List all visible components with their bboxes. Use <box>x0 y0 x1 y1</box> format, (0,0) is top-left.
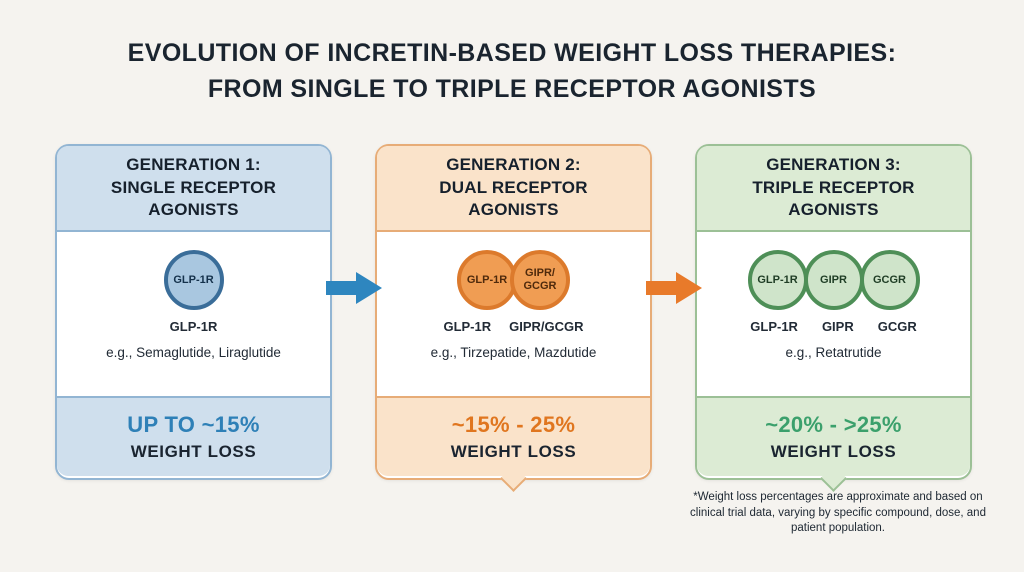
generation-3-footer: ~20% - >25% WEIGHT LOSS <box>697 396 970 476</box>
generation-3-weight-loss-label: WEIGHT LOSS <box>770 442 897 461</box>
generation-2-weight-loss-percentage: ~15% - 25% <box>451 412 576 437</box>
generation-2-footer: ~15% - 25% WEIGHT LOSS <box>377 396 650 476</box>
generation-1-card: GENERATION 1: SINGLE RECEPTOR AGONISTS G… <box>55 144 332 480</box>
generation-1-receptor-circles: GLP-1R <box>163 250 224 310</box>
receptor-circle-glp1r: GLP-1R <box>163 250 224 310</box>
generation-3-weight-loss-percentage: ~20% - >25% <box>765 412 902 437</box>
generation-2-weight-loss-label: WEIGHT LOSS <box>450 442 577 461</box>
generation-3-card: GENERATION 3: TRIPLE RECEPTOR AGONISTS G… <box>695 144 972 492</box>
arrow-right-glyph <box>326 272 382 304</box>
receptor-name-glp1r: GLP-1R <box>750 319 798 334</box>
page-title-line-2: FROM SINGLE TO TRIPLE RECEPTOR AGONISTS <box>207 74 817 103</box>
generation-3-receptor-names: GLP-1R GIPR GCGR <box>750 319 916 334</box>
generation-1-footer: UP TO ~15% WEIGHT LOSS <box>57 396 330 476</box>
receptor-name-glp1r: GLP-1R <box>169 319 218 334</box>
generation-2-receptor-names: GLP-1R GIPR/GCGR <box>443 319 583 334</box>
arrow-right-icon <box>326 270 382 306</box>
generation-1-receptor-names: GLP-1R <box>170 319 218 334</box>
footnote: *Weight loss percentages are approximate… <box>690 491 986 535</box>
generation-2-example-drugs: e.g., Tirzepatide, Mazdutide <box>430 345 597 360</box>
generation-3-body: GLP-1R GIPR GCGR GLP-1R GIPR GCGR e.g., … <box>697 232 970 396</box>
generation-2-card: GENERATION 2: DUAL RECEPTOR AGONISTS GLP… <box>375 144 652 492</box>
receptor-name-glp1r: GLP-1R <box>443 319 492 334</box>
generation-1-body: GLP-1R GLP-1R e.g., Semaglutide, Liraglu… <box>57 232 330 396</box>
generation-2-receptor-circles: GLP-1R GIPR/ GCGR <box>457 250 570 310</box>
generation-3-receptor-circles: GLP-1R GIPR GCGR <box>747 250 920 310</box>
receptor-name-gcgr: GCGR <box>877 319 917 334</box>
receptor-name-gipr: GIPR <box>821 319 854 334</box>
generation-2-body: GLP-1R GIPR/ GCGR GLP-1R GIPR/GCGR e.g.,… <box>377 232 650 396</box>
receptor-circle-gipr: GIPR <box>803 250 864 310</box>
arrow-right-icon <box>646 270 702 306</box>
receptor-name-gipr-gcgr: GIPR/GCGR <box>509 319 584 334</box>
generation-1-weight-loss-percentage: UP TO ~15% <box>127 412 260 437</box>
receptor-circle-gcgr: GCGR <box>859 250 920 310</box>
generation-3-header: GENERATION 3: TRIPLE RECEPTOR AGONISTS <box>697 146 970 232</box>
receptor-circle-glp1r: GLP-1R <box>457 250 517 310</box>
arrow-right-glyph <box>646 272 702 304</box>
page-title-line-1: EVOLUTION OF INCRETIN-BASED WEIGHT LOSS … <box>127 39 897 67</box>
generation-2-header: GENERATION 2: DUAL RECEPTOR AGONISTS <box>377 146 650 232</box>
receptor-circle-gipr-gcgr: GIPR/ GCGR <box>510 250 570 310</box>
generation-1-example-drugs: e.g., Semaglutide, Liraglutide <box>106 345 281 360</box>
generation-3-example-drugs: e.g., Retatrutide <box>785 345 882 360</box>
page-title: EVOLUTION OF INCRETIN-BASED WEIGHT LOSS … <box>0 36 1024 107</box>
generation-1-weight-loss-label: WEIGHT LOSS <box>130 442 257 461</box>
receptor-circle-glp1r: GLP-1R <box>747 250 808 310</box>
generation-1-header: GENERATION 1: SINGLE RECEPTOR AGONISTS <box>57 146 330 232</box>
